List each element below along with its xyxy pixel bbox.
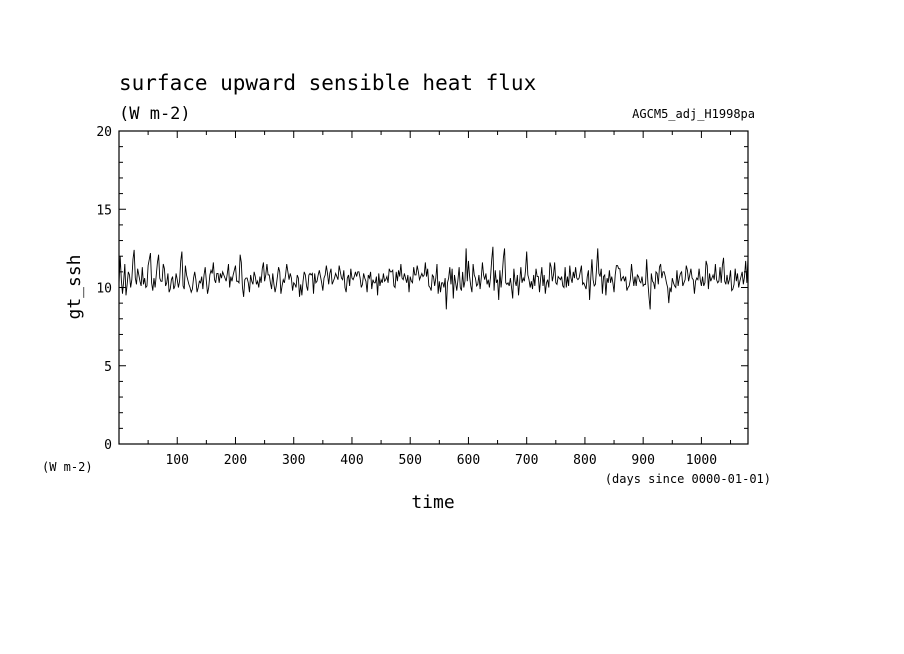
y-axis-units: (W m-2)	[42, 460, 93, 474]
y-tick-label: 15	[96, 203, 112, 218]
y-tick-labels: 0 5 10 15 20	[96, 125, 112, 453]
chart-title: surface upward sensible heat flux	[119, 71, 536, 95]
x-axis-units: (days since 0000-01-01)	[605, 472, 771, 486]
y-tick-label: 5	[104, 360, 112, 375]
chart-units: (W m-2)	[119, 104, 191, 124]
plot-frame	[118, 130, 749, 445]
axis-ticks	[119, 131, 748, 444]
x-tick-label: 700	[515, 453, 538, 468]
dataset-label: AGCM5_adj_H1998pa	[632, 107, 755, 121]
x-tick-label: 900	[631, 453, 654, 468]
x-tick-label: 100	[165, 453, 188, 468]
x-axis-label: time	[411, 492, 454, 513]
y-tick-label: 0	[104, 438, 112, 453]
series-line	[118, 246, 749, 310]
x-tick-label: 200	[224, 453, 247, 468]
x-tick-label: 1000	[686, 453, 717, 468]
x-tick-label: 300	[282, 453, 305, 468]
y-tick-label: 10	[96, 282, 112, 297]
y-tick-label: 20	[96, 125, 112, 140]
x-tick-labels: 100 200 300 400 500 600 700 800 900 1000	[165, 453, 717, 468]
x-tick-label: 800	[573, 453, 596, 468]
x-tick-label: 600	[457, 453, 480, 468]
x-tick-label: 500	[398, 453, 421, 468]
y-axis-label: gt_ssh	[64, 254, 85, 319]
x-tick-label: 400	[340, 453, 363, 468]
